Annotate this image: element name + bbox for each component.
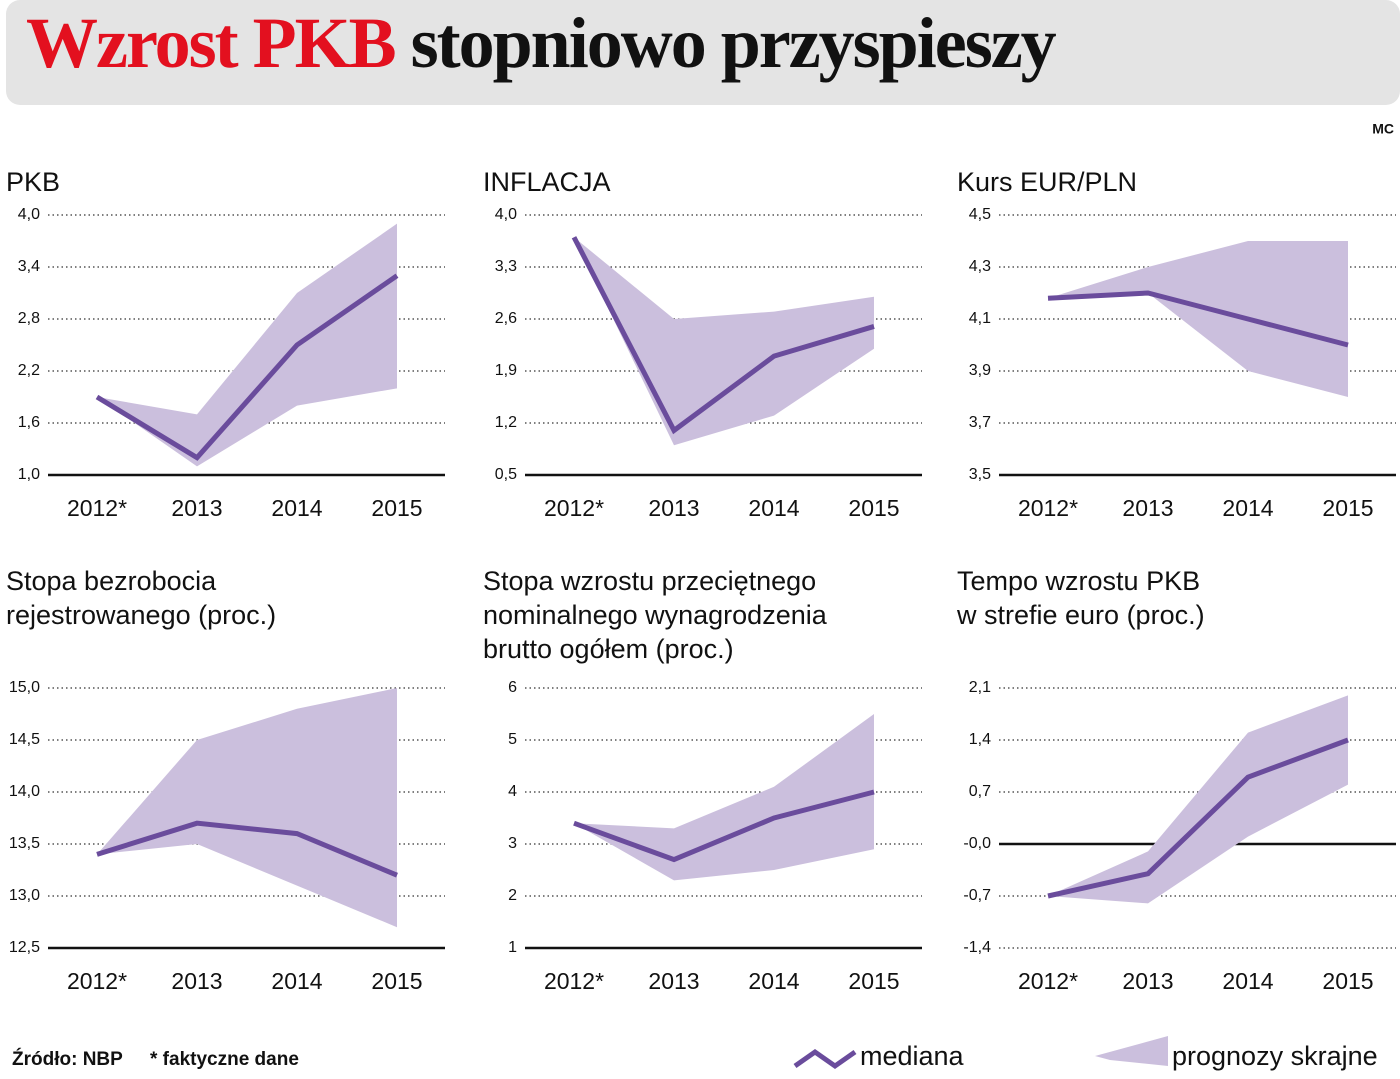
median-line: [1047, 737, 1349, 899]
y-tick-label: 12,5: [9, 939, 40, 956]
y-tick-label: 3,3: [495, 258, 517, 275]
y-tick-label: 3: [508, 835, 517, 852]
forecast-range: [1048, 695, 1348, 904]
y-tick-label: -1,4: [963, 939, 991, 956]
y-tick-label: 6: [508, 679, 517, 696]
x-tick-label: 2012*: [67, 968, 127, 994]
forecast-range: [574, 237, 874, 446]
y-tick-label: 2,1: [969, 679, 991, 696]
chart-title: nominalnego wynagrodzenia: [483, 600, 828, 630]
median-line: [571, 236, 875, 435]
x-tick-label: 2013: [171, 495, 222, 521]
y-tick-label: 14,5: [9, 731, 40, 748]
y-tick-label: 14,0: [9, 783, 40, 800]
x-tick-label: 2014: [748, 968, 799, 994]
note: * faktyczne dane: [150, 1049, 299, 1070]
x-tick-label: 2015: [371, 968, 422, 994]
y-tick-label: 2,2: [18, 362, 40, 379]
source: Źródło: NBP: [12, 1048, 123, 1070]
chart-title: Stopa bezrobocia: [6, 566, 217, 596]
y-tick-label: 4: [508, 783, 517, 800]
chart-title: brutto ogółem (proc.): [483, 634, 734, 664]
y-tick-label: 5: [508, 731, 517, 748]
forecast-range: [574, 714, 874, 881]
y-tick-label: -0,0: [963, 835, 991, 852]
x-tick-label: 2014: [1222, 495, 1273, 521]
y-tick-label: 1,4: [969, 731, 991, 748]
y-tick-label: 13,5: [9, 835, 40, 852]
chart-title: Kurs EUR/PLN: [957, 167, 1137, 197]
x-tick-label: 2015: [848, 495, 899, 521]
x-tick-label: 2012*: [1018, 968, 1078, 994]
y-tick-label: 0,5: [495, 466, 517, 483]
y-tick-label: 4,5: [969, 206, 991, 223]
x-tick-label: 2013: [1122, 495, 1173, 521]
y-tick-label: 1,9: [495, 362, 517, 379]
headline-red: Wzrost PKB: [26, 3, 396, 83]
x-tick-label: 2014: [748, 495, 799, 521]
y-tick-label: 3,9: [969, 362, 991, 379]
x-tick-label: 2014: [271, 495, 322, 521]
median-line: [1047, 290, 1349, 348]
chart-title: w strefie euro (proc.): [956, 600, 1205, 630]
x-tick-label: 2012*: [544, 495, 604, 521]
y-tick-label: 1,0: [18, 466, 40, 483]
y-tick-label: 13,0: [9, 887, 40, 904]
legend-median: mediana: [860, 1041, 965, 1071]
y-tick-label: 3,5: [969, 466, 991, 483]
chart-title: Stopa wzrostu przeciętnego: [483, 566, 816, 596]
y-tick-label: 4,0: [495, 206, 517, 223]
x-tick-label: 2012*: [544, 968, 604, 994]
y-tick-label: 1,6: [18, 414, 40, 431]
x-tick-label: 2013: [1122, 968, 1173, 994]
forecast-range: [1048, 241, 1348, 397]
x-tick-label: 2014: [1222, 968, 1273, 994]
headline-black: stopniowo przyspieszy: [411, 3, 1057, 83]
y-tick-label: 4,1: [969, 310, 991, 327]
y-tick-label: 0,7: [969, 783, 991, 800]
x-tick-label: 2013: [648, 495, 699, 521]
chart-title: PKB: [6, 167, 60, 197]
forecast-range: [97, 223, 397, 467]
chart-title: Tempo wzrostu PKB: [957, 566, 1200, 596]
y-tick-label: 1: [508, 939, 517, 956]
x-tick-label: 2015: [1322, 495, 1373, 521]
y-tick-label: 2,6: [495, 310, 517, 327]
x-tick-label: 2012*: [67, 495, 127, 521]
x-tick-label: 2013: [648, 968, 699, 994]
headline: Wzrost PKB stopniowo przyspieszy: [26, 3, 1057, 83]
x-tick-label: 2012*: [1018, 495, 1078, 521]
y-tick-label: 4,3: [969, 258, 991, 275]
y-tick-label: 2: [508, 887, 517, 904]
forecast-range: [97, 688, 397, 928]
x-tick-label: 2013: [171, 968, 222, 994]
header-bg: [6, 0, 1400, 105]
legend-range-icon: [1095, 1036, 1168, 1066]
median-line: [95, 273, 399, 461]
legend-median-icon: [793, 1048, 857, 1070]
x-tick-label: 2014: [271, 968, 322, 994]
credit: MC: [1372, 121, 1394, 137]
x-tick-label: 2015: [371, 495, 422, 521]
x-tick-label: 2015: [1322, 968, 1373, 994]
x-tick-label: 2015: [848, 968, 899, 994]
legend-range: prognozy skrajne: [1172, 1041, 1378, 1071]
y-tick-label: 4,0: [18, 206, 40, 223]
median-line: [573, 789, 875, 863]
chart-title: INFLACJA: [483, 167, 611, 197]
y-tick-label: 3,7: [969, 414, 991, 431]
median-line: [96, 820, 398, 878]
chart-title: rejestrowanego (proc.): [6, 600, 276, 630]
y-tick-label: 2,8: [18, 310, 40, 327]
y-tick-label: 3,4: [18, 258, 40, 275]
y-tick-label: 15,0: [9, 679, 40, 696]
y-tick-label: -0,7: [963, 887, 991, 904]
y-tick-label: 1,2: [495, 414, 517, 431]
